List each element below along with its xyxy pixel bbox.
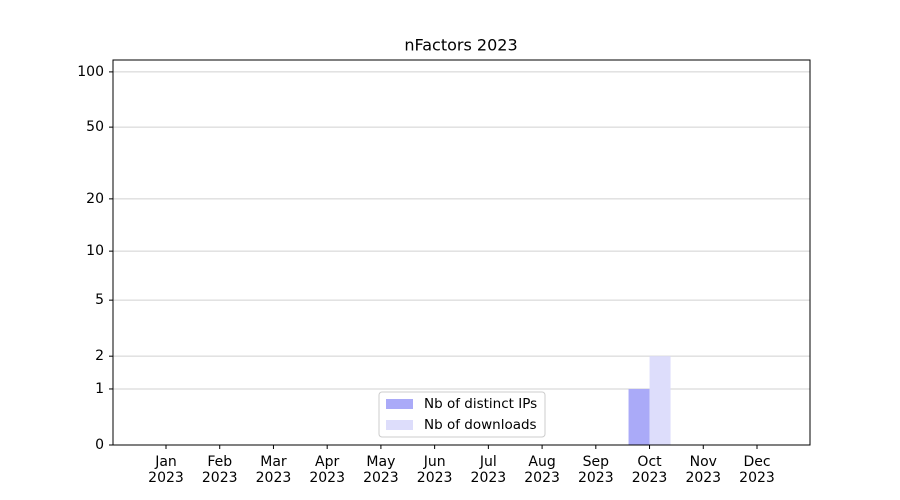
x-tick-label: Nov 2023 <box>685 454 722 486</box>
x-tick-label: Jun 2023 <box>416 454 453 486</box>
y-tick-label: 100 <box>77 64 104 80</box>
legend-swatch <box>386 399 413 409</box>
legend-label: Nb of distinct IPs <box>424 396 537 412</box>
legend-box <box>378 391 546 438</box>
y-tick-label: 5 <box>95 292 104 308</box>
y-tick-label: 20 <box>86 191 104 207</box>
x-tick-label: Oct 2023 <box>631 454 668 486</box>
plot-frame <box>112 59 811 446</box>
x-tick-label: May 2023 <box>363 454 399 486</box>
x-tick-label: Jul 2023 <box>470 454 507 486</box>
x-tick-label: Feb 2023 <box>201 454 238 486</box>
y-tick-label: 50 <box>86 119 104 135</box>
bar <box>649 356 671 445</box>
bar <box>628 388 650 445</box>
x-tick-label: Dec 2023 <box>739 454 775 486</box>
x-tick-label: Jan 2023 <box>148 454 184 486</box>
chart-title: nFactors 2023 <box>404 36 517 55</box>
legend-swatch <box>386 420 413 430</box>
x-tick-label: Aug 2023 <box>524 454 560 486</box>
x-tick-label: Sep 2023 <box>577 454 614 486</box>
y-tick-label: 10 <box>86 243 104 259</box>
y-tick-label: 2 <box>95 348 104 364</box>
x-tick-label: Mar 2023 <box>255 454 292 486</box>
y-tick-label: 1 <box>95 381 104 397</box>
x-tick-label: Apr 2023 <box>309 454 345 486</box>
legend-label: Nb of downloads <box>424 417 537 433</box>
y-tick-label: 0 <box>95 437 104 453</box>
